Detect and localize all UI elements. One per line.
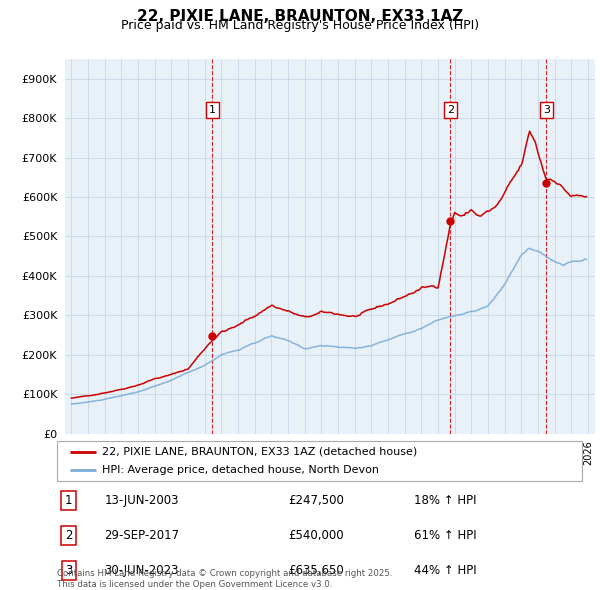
Text: Price paid vs. HM Land Registry's House Price Index (HPI): Price paid vs. HM Land Registry's House … (121, 19, 479, 32)
Text: HPI: Average price, detached house, North Devon: HPI: Average price, detached house, Nort… (101, 465, 379, 475)
Text: 2: 2 (65, 529, 73, 542)
Text: 30-JUN-2023: 30-JUN-2023 (104, 564, 179, 577)
Text: 13-JUN-2003: 13-JUN-2003 (104, 494, 179, 507)
Text: £247,500: £247,500 (288, 494, 344, 507)
Text: 1: 1 (65, 494, 73, 507)
Text: 1: 1 (209, 105, 216, 115)
Text: 22, PIXIE LANE, BRAUNTON, EX33 1AZ: 22, PIXIE LANE, BRAUNTON, EX33 1AZ (137, 9, 463, 24)
Text: 3: 3 (65, 564, 72, 577)
Text: 3: 3 (543, 105, 550, 115)
Text: 22, PIXIE LANE, BRAUNTON, EX33 1AZ (detached house): 22, PIXIE LANE, BRAUNTON, EX33 1AZ (deta… (101, 447, 417, 457)
Text: £540,000: £540,000 (288, 529, 344, 542)
Text: Contains HM Land Registry data © Crown copyright and database right 2025.
This d: Contains HM Land Registry data © Crown c… (57, 569, 392, 589)
Text: 18% ↑ HPI: 18% ↑ HPI (414, 494, 476, 507)
FancyBboxPatch shape (57, 441, 582, 481)
Text: 61% ↑ HPI: 61% ↑ HPI (414, 529, 476, 542)
Text: 29-SEP-2017: 29-SEP-2017 (104, 529, 179, 542)
Text: £635,650: £635,650 (288, 564, 344, 577)
Text: 44% ↑ HPI: 44% ↑ HPI (414, 564, 476, 577)
Text: 2: 2 (447, 105, 454, 115)
